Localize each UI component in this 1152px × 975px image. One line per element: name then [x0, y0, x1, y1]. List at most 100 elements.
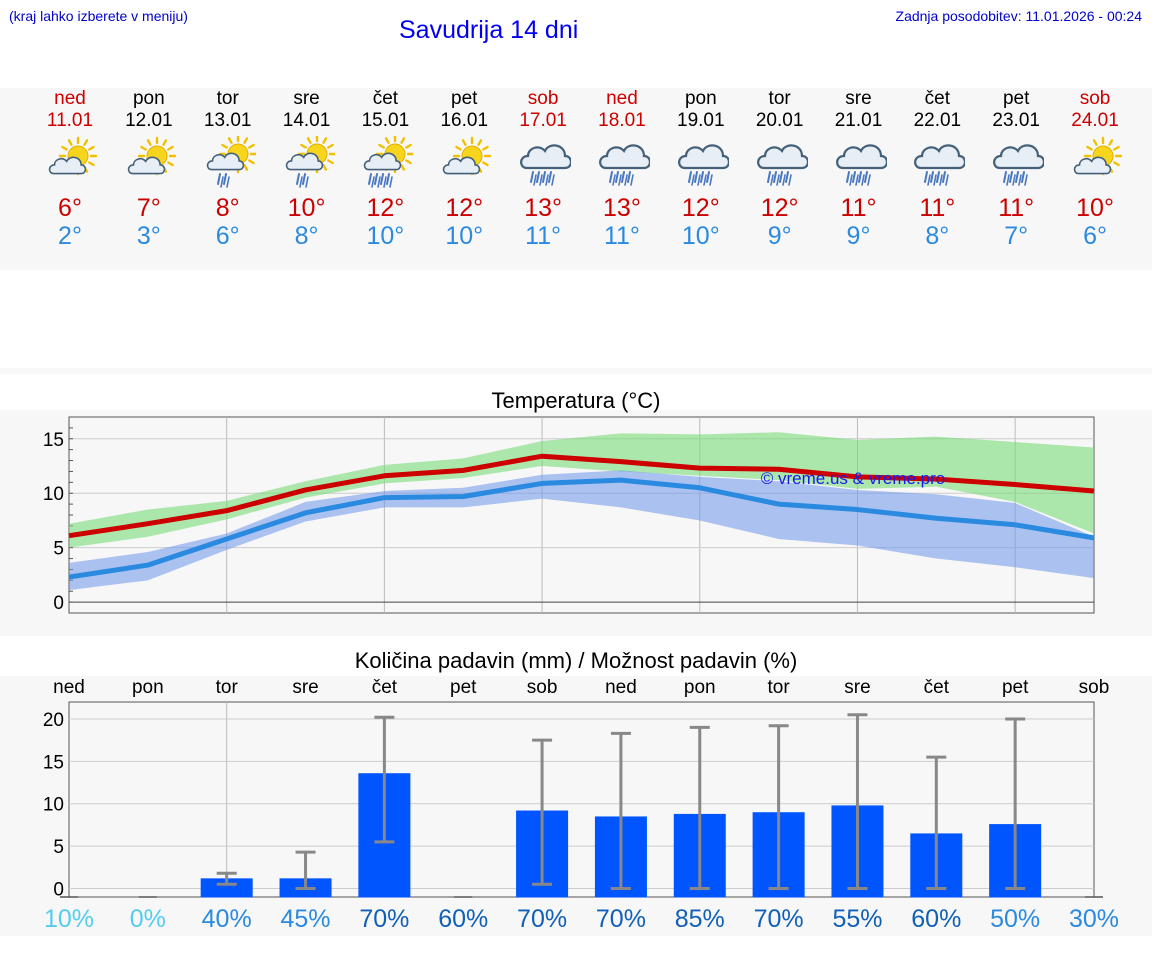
page-title: Savudrija 14 dni	[399, 16, 579, 44]
category-label: tor	[768, 677, 791, 698]
day-column: tor 13.01 8° 6°	[188, 88, 268, 250]
day-column: čet 15.01 12° 10°	[345, 88, 425, 250]
precipitation-chart: 0 5 10 15 20 ned pon tor sre čet pet sob ned pon tor sr…	[43, 677, 1119, 933]
day-date: 14.01	[282, 110, 331, 131]
max-temp-range-band	[69, 432, 1094, 548]
day-column: pet 23.01 11° 7°	[976, 88, 1056, 250]
day-name: pon	[684, 88, 717, 109]
day-name: pon	[132, 88, 165, 109]
partly-cloudy-sun-icon	[127, 136, 177, 176]
cloud-rain-icon	[835, 144, 887, 186]
y-tick-label: 15	[43, 752, 64, 773]
day-name: sob	[1079, 88, 1111, 109]
precip-probability: 70%	[359, 905, 409, 933]
y-tick-label: 0	[53, 593, 64, 614]
y-tick-label: 5	[53, 539, 64, 560]
cloud-rain-icon	[598, 144, 650, 186]
max-temp: 8°	[215, 194, 240, 222]
max-temp: 11°	[840, 194, 877, 222]
category-label: sre	[292, 677, 318, 698]
cloud-rain-icon	[914, 144, 966, 186]
precip-probability: 45%	[281, 905, 331, 933]
precip-probability: 85%	[675, 905, 725, 933]
min-temp: 6°	[1083, 222, 1107, 250]
precip-probability: 30%	[1069, 905, 1119, 933]
sun-cloud-light-rain-icon	[206, 136, 256, 188]
category-label: sre	[844, 677, 870, 698]
day-column: pon 12.01 7° 3°	[109, 88, 189, 250]
location-menu-hint: (kraj lahko izberete v meniju)	[9, 8, 188, 24]
day-date: 21.01	[834, 110, 883, 131]
max-temp: 10°	[1076, 194, 1114, 222]
max-temp: 12°	[445, 194, 484, 222]
day-column: tor 20.01 12° 9°	[740, 88, 820, 250]
category-label: tor	[216, 677, 239, 698]
min-temp: 9°	[846, 222, 871, 250]
cloud-rain-icon	[520, 144, 572, 186]
day-column: pon 19.01 12° 10°	[661, 88, 741, 250]
min-temp: 9°	[767, 222, 792, 250]
precip-probability: 60%	[911, 905, 961, 933]
day-date: 16.01	[440, 110, 489, 131]
precip-probability: 70%	[754, 905, 804, 933]
day-column: sob 17.01 13° 11°	[503, 88, 583, 250]
min-temp: 10°	[366, 222, 405, 250]
max-temp: 13°	[603, 194, 641, 222]
day-column: pet 16.01 12° 10°	[424, 88, 504, 250]
category-label: ned	[53, 677, 85, 698]
precip-probability: 40%	[202, 905, 252, 933]
max-temp: 6°	[58, 194, 82, 222]
day-date: 18.01	[598, 110, 646, 131]
day-date: 22.01	[913, 110, 962, 131]
cloud-rain-icon	[677, 144, 729, 186]
day-name: čet	[372, 88, 399, 109]
precip-probability: 10%	[44, 905, 94, 933]
max-temp: 7°	[136, 194, 161, 222]
category-label: pon	[132, 677, 164, 698]
category-label: ned	[605, 677, 637, 698]
partly-cloudy-sun-icon	[1073, 136, 1123, 176]
precip-probability: 0%	[130, 905, 166, 933]
precipitation-chart-title: Količina padavin (mm) / Možnost padavin …	[354, 648, 798, 673]
day-date: 19.01	[677, 110, 725, 131]
min-temp: 10°	[681, 222, 720, 250]
category-label: pon	[684, 677, 716, 698]
separator-band	[0, 368, 1152, 374]
day-name: čet	[924, 88, 951, 109]
max-temp: 11°	[998, 194, 1035, 222]
category-label: pet	[450, 677, 477, 698]
day-date: 11.01	[46, 110, 94, 131]
day-date: 12.01	[125, 110, 173, 131]
max-temp: 13°	[524, 194, 562, 222]
category-label: sob	[1079, 677, 1110, 698]
max-temp: 12°	[681, 194, 720, 222]
y-tick-label: 0	[53, 880, 64, 901]
day-date: 24.01	[1071, 110, 1119, 131]
min-temp: 11°	[525, 222, 562, 250]
sun-cloud-rain-icon	[364, 136, 414, 188]
min-temp: 2°	[58, 222, 82, 250]
day-name: tor	[216, 88, 239, 109]
day-date: 13.01	[203, 110, 252, 131]
min-temp: 8°	[294, 222, 319, 250]
watermark: © vreme.us & vreme.pro	[761, 469, 945, 488]
day-column: sre 21.01 11° 9°	[819, 88, 899, 250]
category-label: čet	[372, 677, 398, 698]
cloud-rain-icon	[756, 144, 808, 186]
min-temp-line	[68, 477, 1095, 580]
precip-bar	[200, 878, 253, 898]
day-name: sre	[293, 88, 320, 109]
day-name: sob	[527, 88, 559, 109]
category-label: pet	[1002, 677, 1029, 698]
day-column: ned 11.01 6° 2°	[30, 88, 110, 250]
max-temp-line	[68, 453, 1095, 539]
day-column: ned 18.01 13° 11°	[582, 88, 662, 250]
day-column: sre 14.01 10° 8°	[267, 88, 347, 250]
last-update: Zadnja posodobitev: 11.01.2026 - 00:24	[895, 8, 1142, 24]
day-name: ned	[54, 88, 86, 109]
day-date: 20.01	[755, 110, 804, 131]
max-temp: 12°	[366, 194, 405, 222]
day-name: ned	[606, 88, 638, 109]
day-date: 15.01	[361, 110, 410, 131]
precip-probability: 55%	[832, 905, 882, 933]
